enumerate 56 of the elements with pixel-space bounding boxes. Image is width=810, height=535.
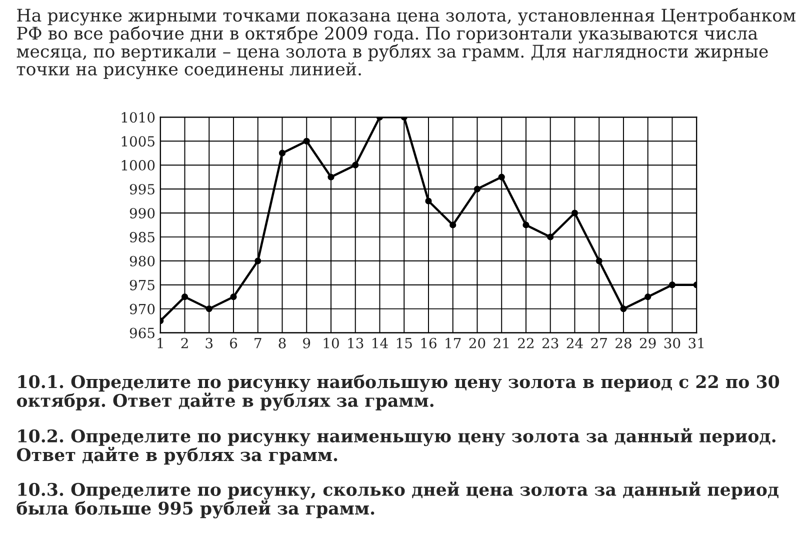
x-tick-label: 1	[158, 338, 163, 348]
y-tick-label: 970	[130, 304, 155, 314]
x-tick-label: 17	[446, 338, 461, 348]
point	[206, 306, 212, 312]
point	[571, 210, 578, 216]
y-tick-label: 975	[130, 280, 154, 290]
x-tick-label: 20	[469, 338, 486, 348]
text: 10.2. Определите по рисунку наименьшую цену золота за данный период. Ответ дайте в рублях за грамм.	[16, 428, 776, 465]
point	[668, 282, 676, 288]
x-tick-label: 9	[303, 338, 310, 348]
y-tick-label: 1010	[122, 112, 155, 123]
y-tick-label: 990	[130, 208, 155, 218]
y-tick-label: 1000	[122, 160, 155, 171]
point	[450, 222, 456, 228]
y-tick-label: 985	[130, 232, 154, 242]
y-tick-label: 965	[130, 328, 154, 338]
text: 10.3. Определите по рисунку, сколько дней цена золота за данный период была больше 995 рублей за грамм.	[16, 482, 778, 518]
x-tick-label: 21	[494, 338, 508, 348]
x-tick-label: 28	[616, 338, 632, 348]
point	[254, 258, 262, 264]
x-tick-label: 6	[230, 338, 238, 348]
x-tick-label: 15	[396, 338, 412, 348]
point	[547, 234, 554, 240]
x-tick-label: 3	[206, 338, 213, 348]
x-tick-label: 29	[640, 338, 656, 348]
x-tick-label: 14	[372, 338, 388, 348]
point	[596, 258, 602, 264]
x-tick-label: 27	[591, 338, 607, 348]
point	[474, 186, 481, 192]
y-tick-label: 980	[130, 256, 155, 266]
x-tick-label: 16	[421, 338, 436, 348]
text: 10.1. Определите по рисунку наибольшую цену золота в период с 22 по 30 октября. Ответ дайте в рублях за грамм.	[16, 374, 780, 411]
x-tick-label: 7	[254, 338, 262, 348]
point	[230, 294, 237, 300]
x-tick-label: 10	[324, 338, 339, 348]
point	[620, 306, 627, 312]
point	[181, 294, 188, 300]
y-tick-label: 995	[130, 184, 154, 195]
point	[352, 162, 359, 168]
point	[425, 198, 432, 204]
point	[303, 138, 310, 144]
x-tick-label: 23	[542, 338, 558, 348]
point	[644, 294, 652, 300]
x-tick-label: 31	[688, 338, 704, 348]
x-tick-label: 8	[278, 338, 286, 348]
chart-title: На рисунке жирными точками показана цена золота, установленная Центробанком РФ во все рабочие дни в октябре 2009 года. По горизонтали указываются числа месяца, по вертикали – цена золота в рублях за грамм. Для наглядности жирные точки на рисунке соединены линией.	[16, 8, 796, 80]
x-tick-label: 2	[181, 338, 188, 348]
point	[498, 174, 505, 180]
x-tick-label: 24	[566, 338, 583, 348]
x-tick-label: 30	[664, 338, 680, 348]
y-tick-label: 1005	[122, 136, 154, 147]
point	[328, 174, 334, 180]
point	[522, 222, 530, 228]
point	[278, 150, 286, 156]
x-tick-label: 22	[518, 338, 534, 348]
x-tick-label: 13	[348, 338, 364, 348]
